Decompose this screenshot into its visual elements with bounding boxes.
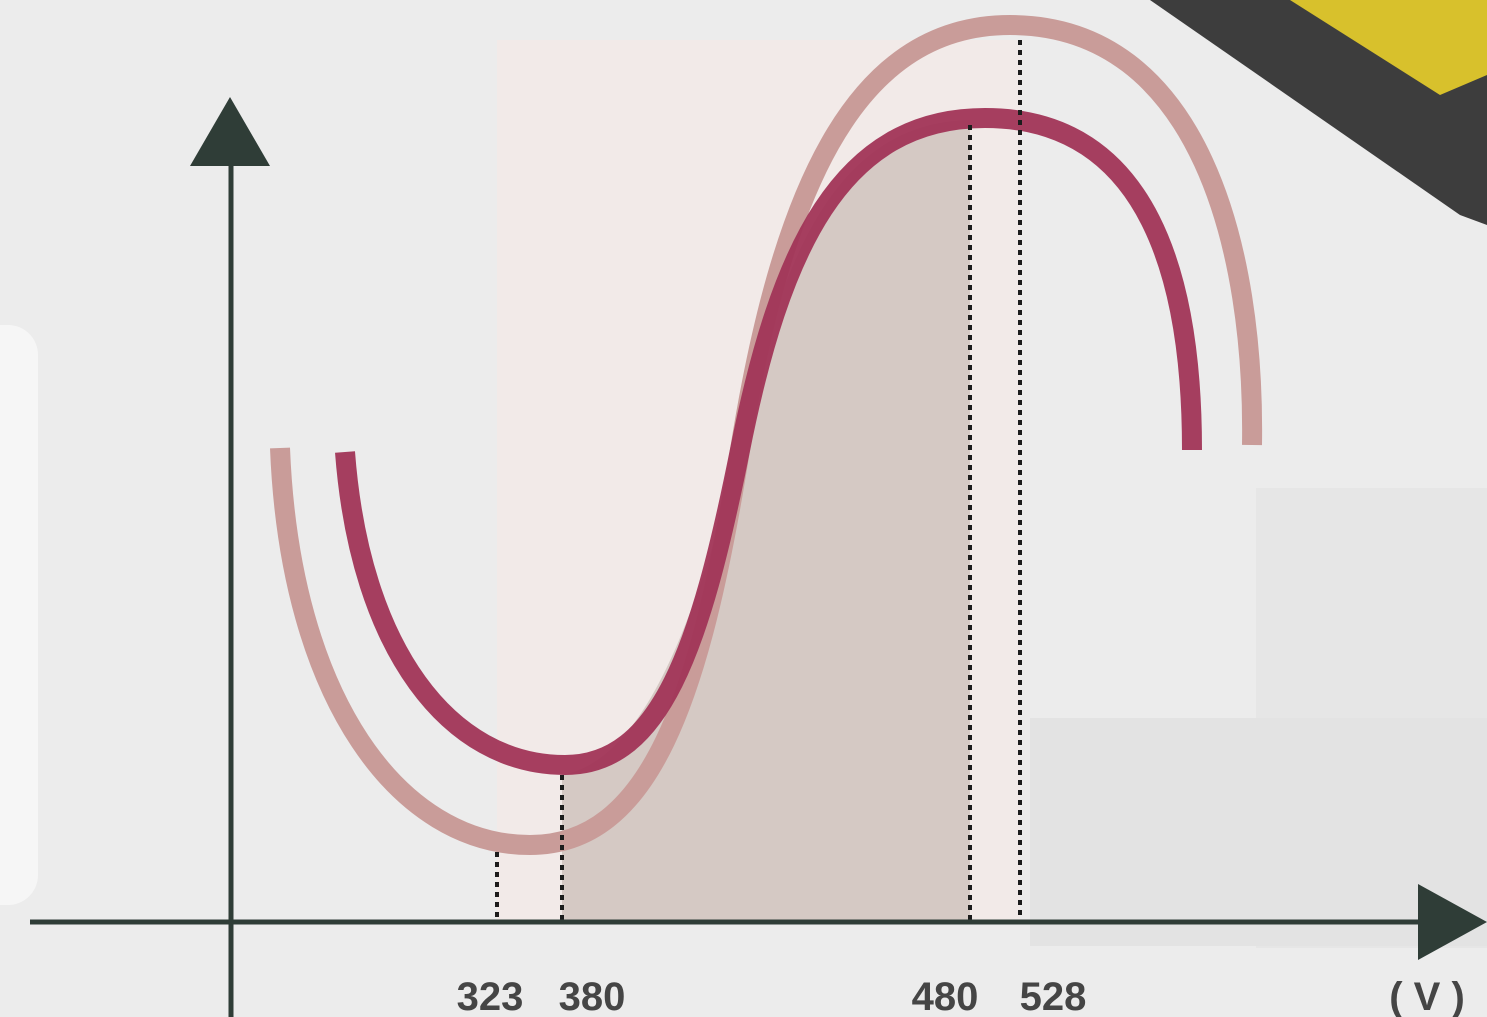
voltage-diagram: 323 380 480 528 ( V ) [0,0,1487,1017]
voltage-label: 380 [559,975,626,1017]
side-panel [0,325,38,905]
axis-unit: ( V ) [1389,975,1465,1017]
page: 323 380 480 528 ( V ) (() => { const dat… [0,0,1487,1017]
voltage-label: 528 [1020,975,1087,1017]
voltage-label: 323 [457,975,524,1017]
voltage-label: 480 [912,975,979,1017]
